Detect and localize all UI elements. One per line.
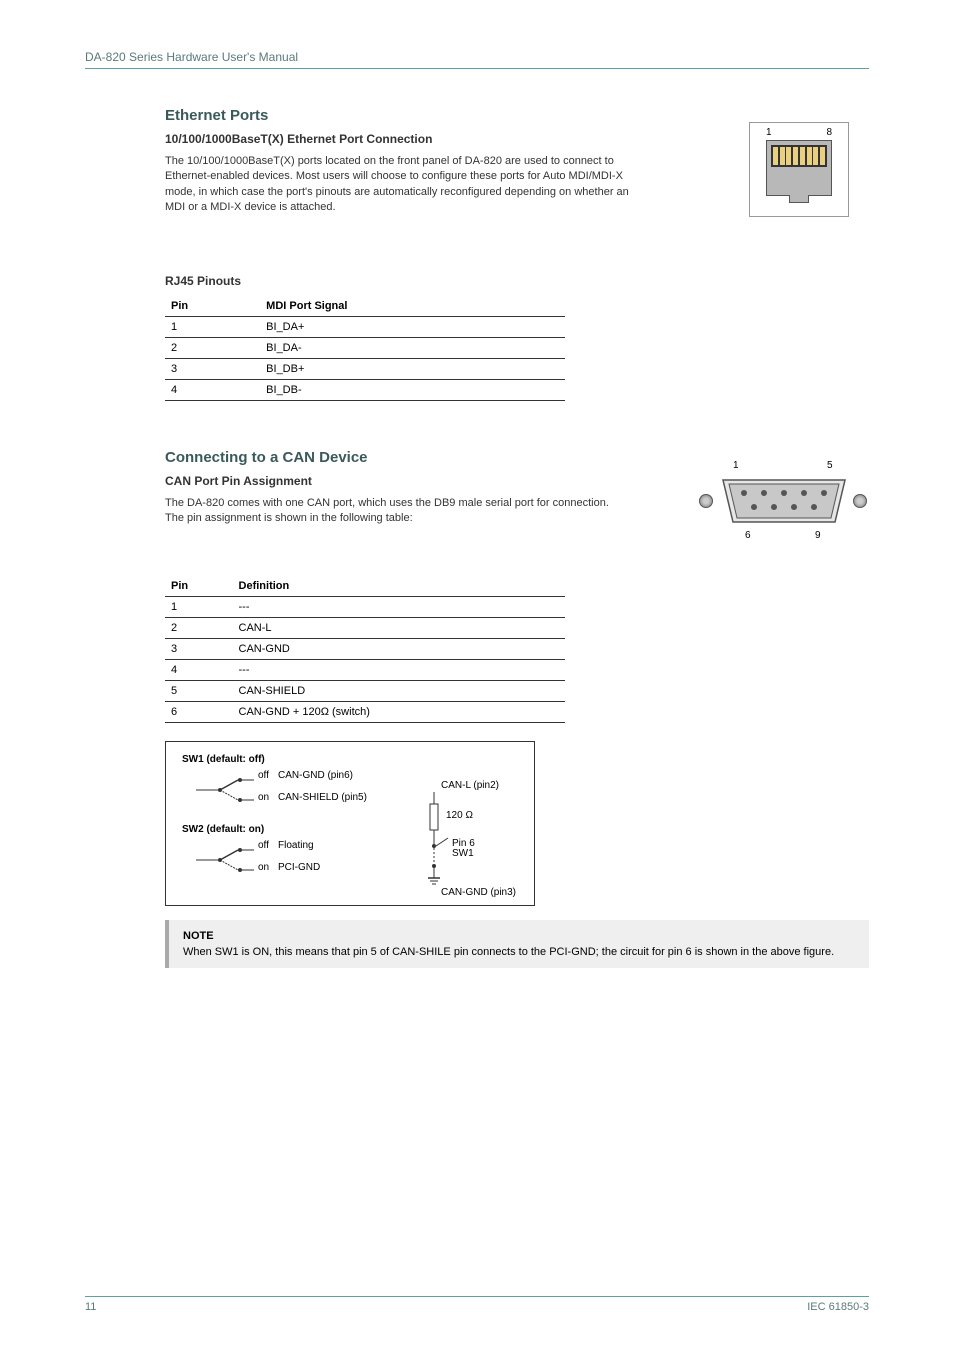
- db9-pin6-label: 6: [745, 530, 751, 541]
- table-header: Definition: [233, 576, 565, 597]
- table-row: 5 CAN-SHIELD: [165, 681, 565, 702]
- switch-icon: [196, 842, 256, 878]
- table-row: 6 CAN-GND + 120Ω (switch): [165, 702, 565, 723]
- sw1-off-label: CAN-GND (pin6): [278, 770, 353, 781]
- note-text: When SW1 is ON, this means that pin 5 of…: [183, 946, 855, 958]
- sw2-off-label: Floating: [278, 840, 314, 851]
- page-footer: 11 IEC 61850-3: [85, 1296, 869, 1313]
- resistor-sw1: SW1: [452, 848, 474, 859]
- sw1-on: on: [258, 792, 269, 803]
- table-row: 2 CAN-L: [165, 618, 565, 639]
- can-paragraph: The DA-820 comes with one CAN port, whic…: [165, 496, 625, 527]
- table-row: 4 ---: [165, 660, 565, 681]
- db9-pin9-label: 9: [815, 530, 821, 541]
- table-row: 3 CAN-GND: [165, 639, 565, 660]
- can-switch-diagram: SW1 (default: off) off on CAN-GND (pin6)…: [165, 741, 535, 906]
- resistor-value: 120 Ω: [446, 810, 473, 821]
- sw2-off: off: [258, 840, 269, 851]
- page-header: DA-820 Series Hardware User's Manual: [85, 50, 869, 69]
- sw1-off: off: [258, 770, 269, 781]
- note-box: NOTE When SW1 is ON, this means that pin…: [165, 920, 869, 968]
- db9-connector-icon: 1 5 6 9: [699, 456, 869, 556]
- rj45-pin1-label: 1: [766, 127, 772, 138]
- sw1-title: SW1 (default: off): [182, 754, 265, 765]
- table-row: 2 BI_DA-: [165, 337, 565, 358]
- ethernet-paragraph: The 10/100/1000BaseT(X) ports located on…: [165, 154, 645, 216]
- footer-right: IEC 61850-3: [807, 1301, 869, 1313]
- sw2-on-label: PCI-GND: [278, 862, 320, 873]
- resistor-top-label: CAN-L (pin2): [441, 780, 499, 791]
- sw1-on-label: CAN-SHIELD (pin5): [278, 792, 367, 803]
- resistor-bottom: CAN-GND (pin3): [441, 887, 516, 898]
- rj45-connector-icon: 1 8: [749, 122, 849, 217]
- table-header: Pin: [165, 576, 233, 597]
- table-row: 3 BI_DB+: [165, 358, 565, 379]
- rj45-pin-table: Pin MDI Port Signal 1 BI_DA+ 2 BI_DA-: [165, 296, 565, 401]
- table-row: 1 ---: [165, 597, 565, 618]
- db9-pin1-label: 1: [733, 460, 739, 471]
- page-number: 11: [85, 1301, 96, 1313]
- sw2-title: SW2 (default: on): [182, 824, 264, 835]
- table-header: MDI Port Signal: [260, 296, 565, 317]
- rj45-pin8-label: 8: [826, 127, 832, 138]
- table-row: 4 BI_DB-: [165, 379, 565, 400]
- note-title: NOTE: [183, 930, 214, 942]
- can-pin-table: Pin Definition 1 --- 2 CAN-L 3 CAN-GND: [165, 576, 565, 723]
- rj45-pinout-label: RJ45 Pinouts: [165, 274, 869, 288]
- table-row: 1 BI_DA+: [165, 316, 565, 337]
- table-header: Pin: [165, 296, 260, 317]
- switch-icon: [196, 772, 256, 808]
- sw2-on: on: [258, 862, 269, 873]
- db9-pin5-label: 5: [827, 460, 833, 471]
